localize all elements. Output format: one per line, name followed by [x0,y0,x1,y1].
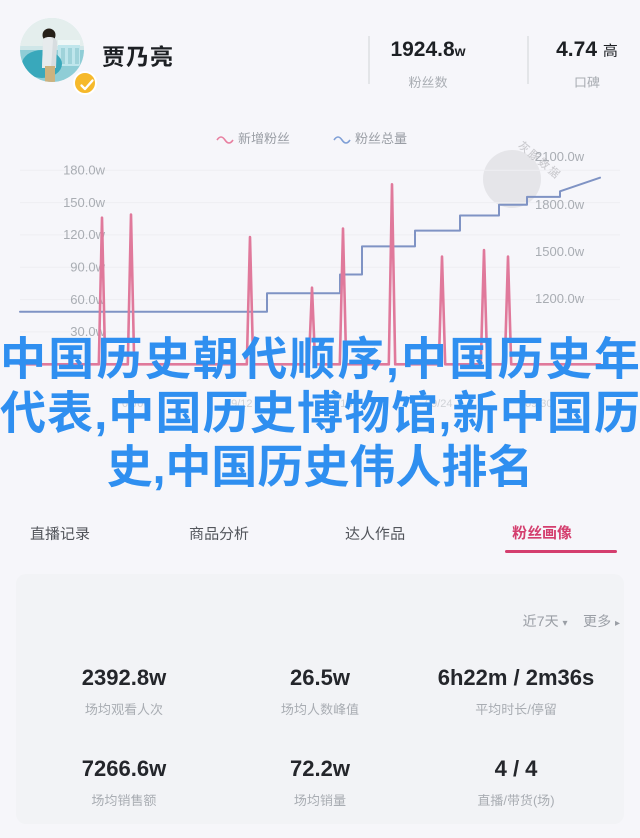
svg-text:1500.0w: 1500.0w [535,244,585,259]
svg-text:2100.0w: 2100.0w [535,149,585,164]
svg-text:150.0w: 150.0w [63,195,106,210]
svg-text:120.0w: 120.0w [63,227,106,242]
svg-text:1200.0w: 1200.0w [535,291,585,306]
svg-text:1800.0w: 1800.0w [535,197,585,212]
svg-text:180.0w: 180.0w [63,163,106,178]
